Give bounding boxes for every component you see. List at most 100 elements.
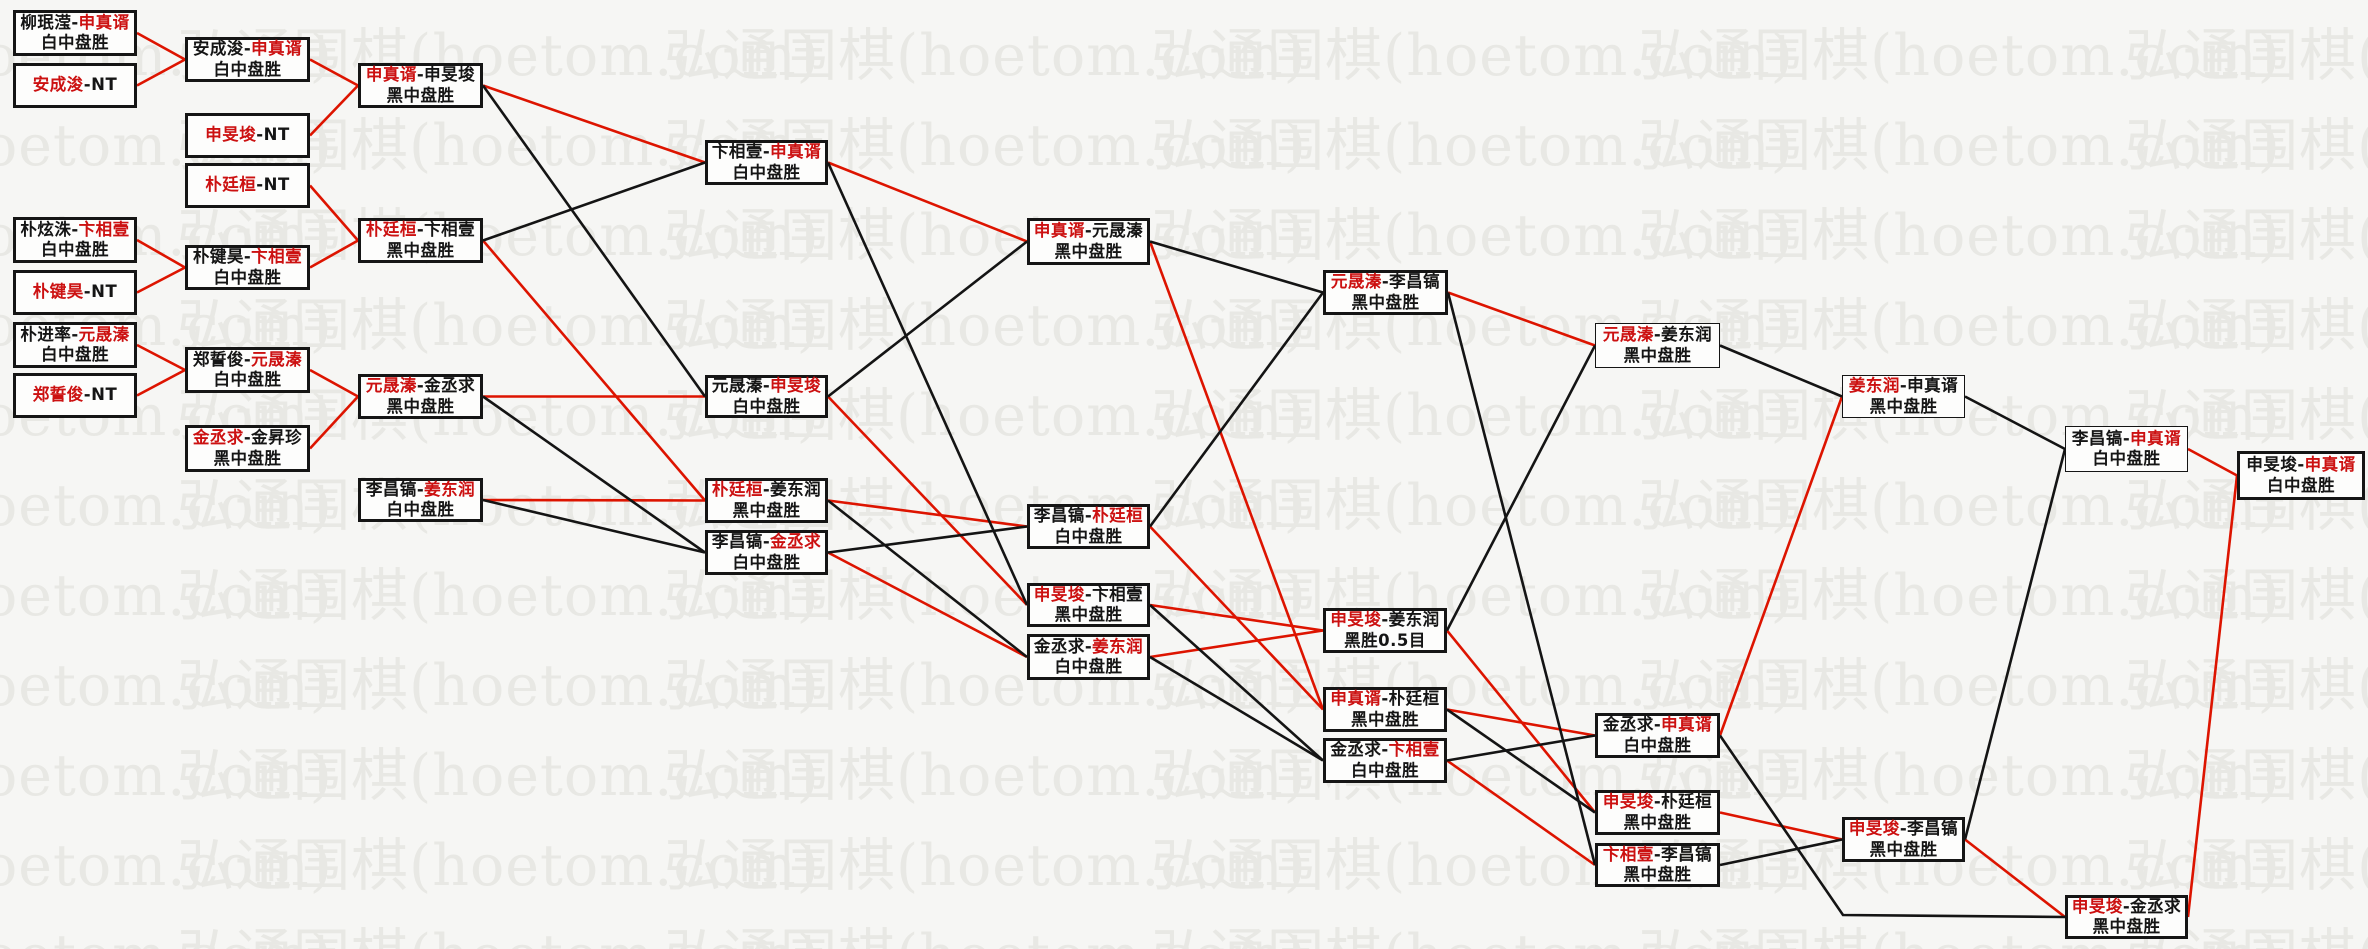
match-box-D4: 李昌镐-金丞求 白中盘胜 xyxy=(705,530,828,575)
match-box-B4: 朴键昊-卞相壹 白中盘胜 xyxy=(185,245,310,290)
connection-line-I1-J1 xyxy=(2187,447,2238,477)
match-players: 金丞求-姜东润 xyxy=(1034,637,1143,658)
player-name: 卞相壹 xyxy=(424,220,476,239)
watermark-text: 弘通围棋(hoetom.com) xyxy=(1638,473,2281,539)
match-result: 白中盘胜 xyxy=(732,162,801,182)
watermark-text: 弘通围棋(hoetom.com) xyxy=(0,653,333,719)
match-result: 黑中盘胜 xyxy=(2092,917,2161,936)
watermark-text: 弘通围棋(hoetom.com) xyxy=(177,743,820,809)
winner-name: 申真谞 xyxy=(1661,715,1713,734)
match-result: 黑中盘胜 xyxy=(386,396,455,416)
player-separator: - xyxy=(416,65,425,84)
match-players: 朴廷桓-卞相壹 xyxy=(366,220,475,241)
match-players: 申旻埈-姜东润 xyxy=(1330,610,1439,631)
match-result: 黑中盘胜 xyxy=(213,448,282,468)
connection-line-B4-C2 xyxy=(309,239,359,269)
winner-name: 金丞求 xyxy=(192,428,244,447)
watermark-text: 弘通围棋(hoetom.com) xyxy=(664,293,1307,359)
match-result: 白中盘胜 xyxy=(41,345,109,364)
match-result: 黑中盘胜 xyxy=(1054,605,1123,624)
player-name: 金昇珍 xyxy=(251,428,303,447)
player-separator: - xyxy=(1899,376,1908,395)
player-separator: - xyxy=(71,12,79,32)
match-players: 元晟溱-李昌镐 xyxy=(1331,272,1440,293)
player-name: 申旻埈 xyxy=(2246,455,2298,474)
player-name: 朴廷桓 xyxy=(1661,792,1713,811)
match-players: 朴进率-元晟溱 xyxy=(20,325,129,346)
player-separator: - xyxy=(1084,636,1093,656)
match-players: 金丞求-金昇珍 xyxy=(193,428,302,449)
match-box-C1: 申真谞-申旻埈 黑中盘胜 xyxy=(358,63,483,108)
match-players: 卞相壹-申真谞 xyxy=(712,142,821,163)
player-name: NT xyxy=(91,385,118,405)
match-box-D2: 元晟溱-申旻埈 白中盘胜 xyxy=(705,375,828,418)
connection-line-B5-C3 xyxy=(309,368,359,398)
winner-name: 卞相壹 xyxy=(1602,844,1654,864)
match-result: 白中盘胜 xyxy=(1054,526,1123,546)
winner-name: 朴廷桓 xyxy=(365,220,417,239)
player-separator: - xyxy=(256,175,264,195)
player-separator: - xyxy=(71,324,79,344)
player-separator: - xyxy=(1381,740,1389,759)
match-box-F4: 金丞求-卞相壹 白中盘胜 xyxy=(1323,738,1447,783)
match-box-E3: 申旻埈-卞相壹 黑中盘胜 xyxy=(1027,583,1150,627)
match-players: 卞相壹-李昌镐 xyxy=(1603,845,1712,866)
player-separator: - xyxy=(1653,715,1662,734)
player-name: 金丞求 xyxy=(1033,636,1085,656)
connection-line-E4-F2 xyxy=(1149,629,1324,659)
connection-line-A4-B4 xyxy=(136,266,186,294)
connection-line-C1-D1 xyxy=(482,84,706,164)
watermark-text: 弘通围棋(hoetom.com) xyxy=(1151,203,1794,269)
match-box-B5: 郑誓俊-元晟溱 白中盘胜 xyxy=(185,347,310,393)
match-players: 元晟溱-姜东润 xyxy=(1603,325,1712,346)
match-box-A5: 朴进率-元晟溱 白中盘胜 xyxy=(13,322,137,368)
match-result: 黑中盘胜 xyxy=(386,240,455,260)
player-separator: - xyxy=(1381,610,1389,629)
connection-line-D3-E2 xyxy=(827,499,1028,528)
player-separator: - xyxy=(762,532,771,551)
match-box-J1: 申旻埈-申真谞 白中盘胜 xyxy=(2237,451,2365,500)
match-box-E4: 金丞求-姜东润 白中盘胜 xyxy=(1027,634,1150,680)
winner-name: 姜东润 xyxy=(1848,376,1900,395)
watermark-text: 弘通围棋(hoetom.com) xyxy=(664,23,1307,89)
match-box-G1: 元晟溱-姜东润 黑中盘胜 xyxy=(1595,323,1720,368)
player-name: 李昌镐 xyxy=(2071,428,2123,448)
player-separator: - xyxy=(243,349,252,369)
match-box-B6: 金丞求-金昇珍 黑中盘胜 xyxy=(185,425,310,472)
connection-line-D4-E2 xyxy=(827,525,1028,554)
match-result: 白中盘胜 xyxy=(2267,475,2335,495)
watermark-text: 弘通围棋(hoetom.com) xyxy=(1151,383,1794,449)
watermark-text: 弘通围棋(hoetom.com) xyxy=(1638,203,2281,269)
match-players: 郑誓俊-NT xyxy=(33,385,117,406)
winner-name: 申旻埈 xyxy=(770,376,822,395)
connection-line-B2-C1 xyxy=(309,84,359,137)
match-box-E1: 申真谞-元晟溱 黑中盘胜 xyxy=(1027,218,1150,265)
match-result: 黑中盘胜 xyxy=(1869,839,1938,859)
connection-line-C2-D1 xyxy=(482,161,706,242)
match-box-H2: 申旻埈-李昌镐 黑中盘胜 xyxy=(1842,817,1965,862)
match-box-G4: 卞相壹-李昌镐 黑中盘胜 xyxy=(1595,843,1720,887)
match-result: 白中盘胜 xyxy=(41,33,109,52)
watermark-text: 弘通围棋(hoetom.com) xyxy=(1638,563,2281,629)
watermark-text: 弘通围棋(hoetom.com) xyxy=(1151,653,1794,719)
match-result: 黑中盘胜 xyxy=(1623,865,1692,884)
match-result: 黑中盘胜 xyxy=(1054,241,1123,261)
player-separator: - xyxy=(1381,272,1390,291)
winner-name: 安成浚 xyxy=(32,75,84,95)
match-players: 郑誓俊-元晟溱 xyxy=(193,350,302,371)
player-name: 卞相壹 xyxy=(1092,584,1144,604)
winner-name: 朴廷桓 xyxy=(711,480,763,499)
connection-line-F2-G1 xyxy=(1445,344,1597,632)
connection-line-G4-H2 xyxy=(1719,838,1843,867)
connection-line-E4-F4 xyxy=(1149,655,1324,762)
player-name: 李昌镐 xyxy=(1033,506,1085,525)
player-name: 朴键昊 xyxy=(192,247,244,266)
player-name: 郑誓俊 xyxy=(192,349,244,369)
match-players: 申真谞-元晟溱 xyxy=(1034,221,1143,242)
match-players: 朴键昊-卞相壹 xyxy=(193,247,302,268)
connection-line-A1-B1 xyxy=(136,31,186,61)
watermark-text: 弘通围棋(hoetom.com) xyxy=(1151,23,1794,89)
player-separator: - xyxy=(71,219,79,239)
match-result: 白中盘胜 xyxy=(732,396,801,416)
watermark-text: 弘通围棋(hoetom.com) xyxy=(2125,833,2368,899)
